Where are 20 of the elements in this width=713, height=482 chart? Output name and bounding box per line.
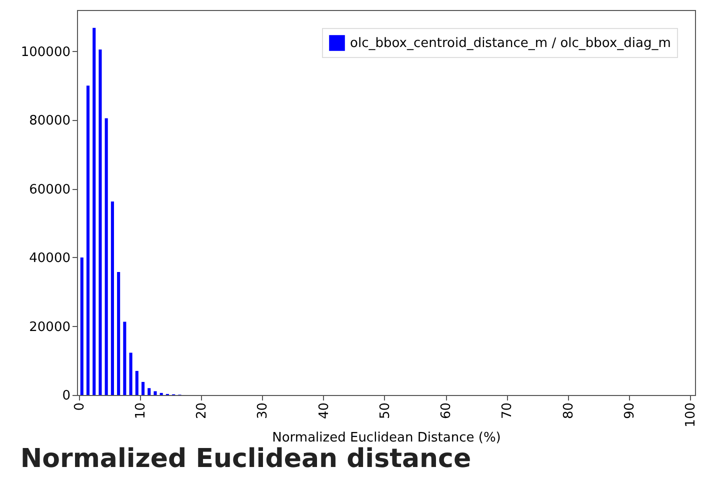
y-tick-label: 100000 <box>20 44 70 60</box>
x-tick-label: 50 <box>378 402 393 420</box>
y-tick-label: 20000 <box>29 320 70 335</box>
x-tick-label: 0 <box>72 402 88 411</box>
y-tick-label: 0 <box>62 388 70 404</box>
x-axis-title: Normalized Euclidean Distance (%) <box>272 430 501 446</box>
x-tick-label: 100 <box>684 402 699 428</box>
x-tick-label: 90 <box>622 402 638 420</box>
x-tick-label: 30 <box>256 402 271 420</box>
x-tick-label: 20 <box>194 402 210 420</box>
y-tick-label: 60000 <box>29 182 70 198</box>
text: Normalized Euclidean distance <box>20 444 472 474</box>
y-tick-label: 80000 <box>29 114 70 128</box>
y-tick-label: 40000 <box>29 251 70 266</box>
x-tick-label: 70 <box>500 402 516 420</box>
legend-label: olc_bbox_centroid_distance_m / olc_bbox_diag_m <box>350 36 671 51</box>
x-tick-label: 10 <box>133 402 148 420</box>
x-tick-label: 40 <box>316 402 332 420</box>
x-tick-label: 60 <box>439 402 454 420</box>
x-tick-label: 80 <box>561 402 576 420</box>
